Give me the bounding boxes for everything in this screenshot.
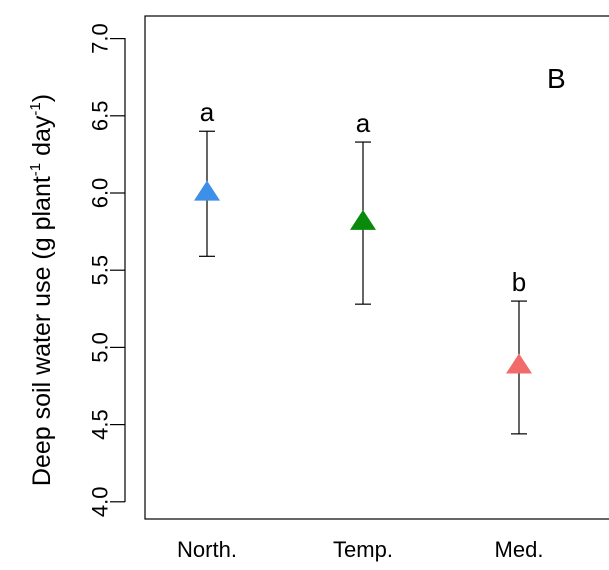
y-tick-label: 7.0 <box>88 23 113 54</box>
y-axis-title-end: ) <box>28 94 56 102</box>
x-tick-labels: North. Temp. Med. <box>177 537 543 562</box>
y-axis-title-main: Deep soil water use (g plant <box>28 176 56 486</box>
y-axis-title-sup1: -1 <box>27 163 44 176</box>
y-tick-label: 5.5 <box>88 255 113 286</box>
y-axis-title-mid: day <box>28 115 56 163</box>
y-tick-label: 5.0 <box>88 332 113 363</box>
x-tick-label: Med. <box>495 537 544 562</box>
significance-letter: a <box>200 97 215 127</box>
y-tick-label: 4.0 <box>88 487 113 518</box>
mean-marker <box>350 209 376 230</box>
y-tick-label: 6.0 <box>88 178 113 209</box>
data-points: a a b <box>194 97 532 435</box>
plot-frame <box>144 15 609 520</box>
y-axis-title: Deep soil water use (g plant-1 day-1) <box>27 94 56 486</box>
y-tick-label: 6.5 <box>88 101 113 132</box>
significance-letter: a <box>356 108 371 138</box>
mean-marker <box>194 180 220 201</box>
y-axis-title-sup2: -1 <box>27 102 44 115</box>
panel-label: B <box>547 63 566 94</box>
x-tick-label: North. <box>177 537 237 562</box>
y-ticks: 4.0 4.5 5.0 5.5 6.0 6.5 7.0 <box>88 23 125 518</box>
mean-marker <box>506 353 532 374</box>
x-tick-label: Temp. <box>333 537 393 562</box>
significance-letter: b <box>512 267 526 297</box>
y-tick-label: 4.5 <box>88 409 113 440</box>
